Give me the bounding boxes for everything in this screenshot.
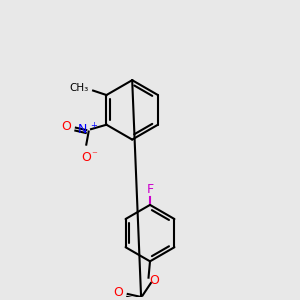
Text: N: N: [78, 123, 87, 136]
Text: O: O: [81, 151, 91, 164]
Text: ⁻: ⁻: [91, 150, 97, 160]
Text: +: +: [90, 121, 97, 130]
Text: O: O: [149, 274, 159, 287]
Text: O: O: [113, 286, 123, 299]
Text: O: O: [61, 120, 71, 133]
Text: CH₃: CH₃: [69, 83, 88, 93]
Text: F: F: [146, 183, 154, 196]
